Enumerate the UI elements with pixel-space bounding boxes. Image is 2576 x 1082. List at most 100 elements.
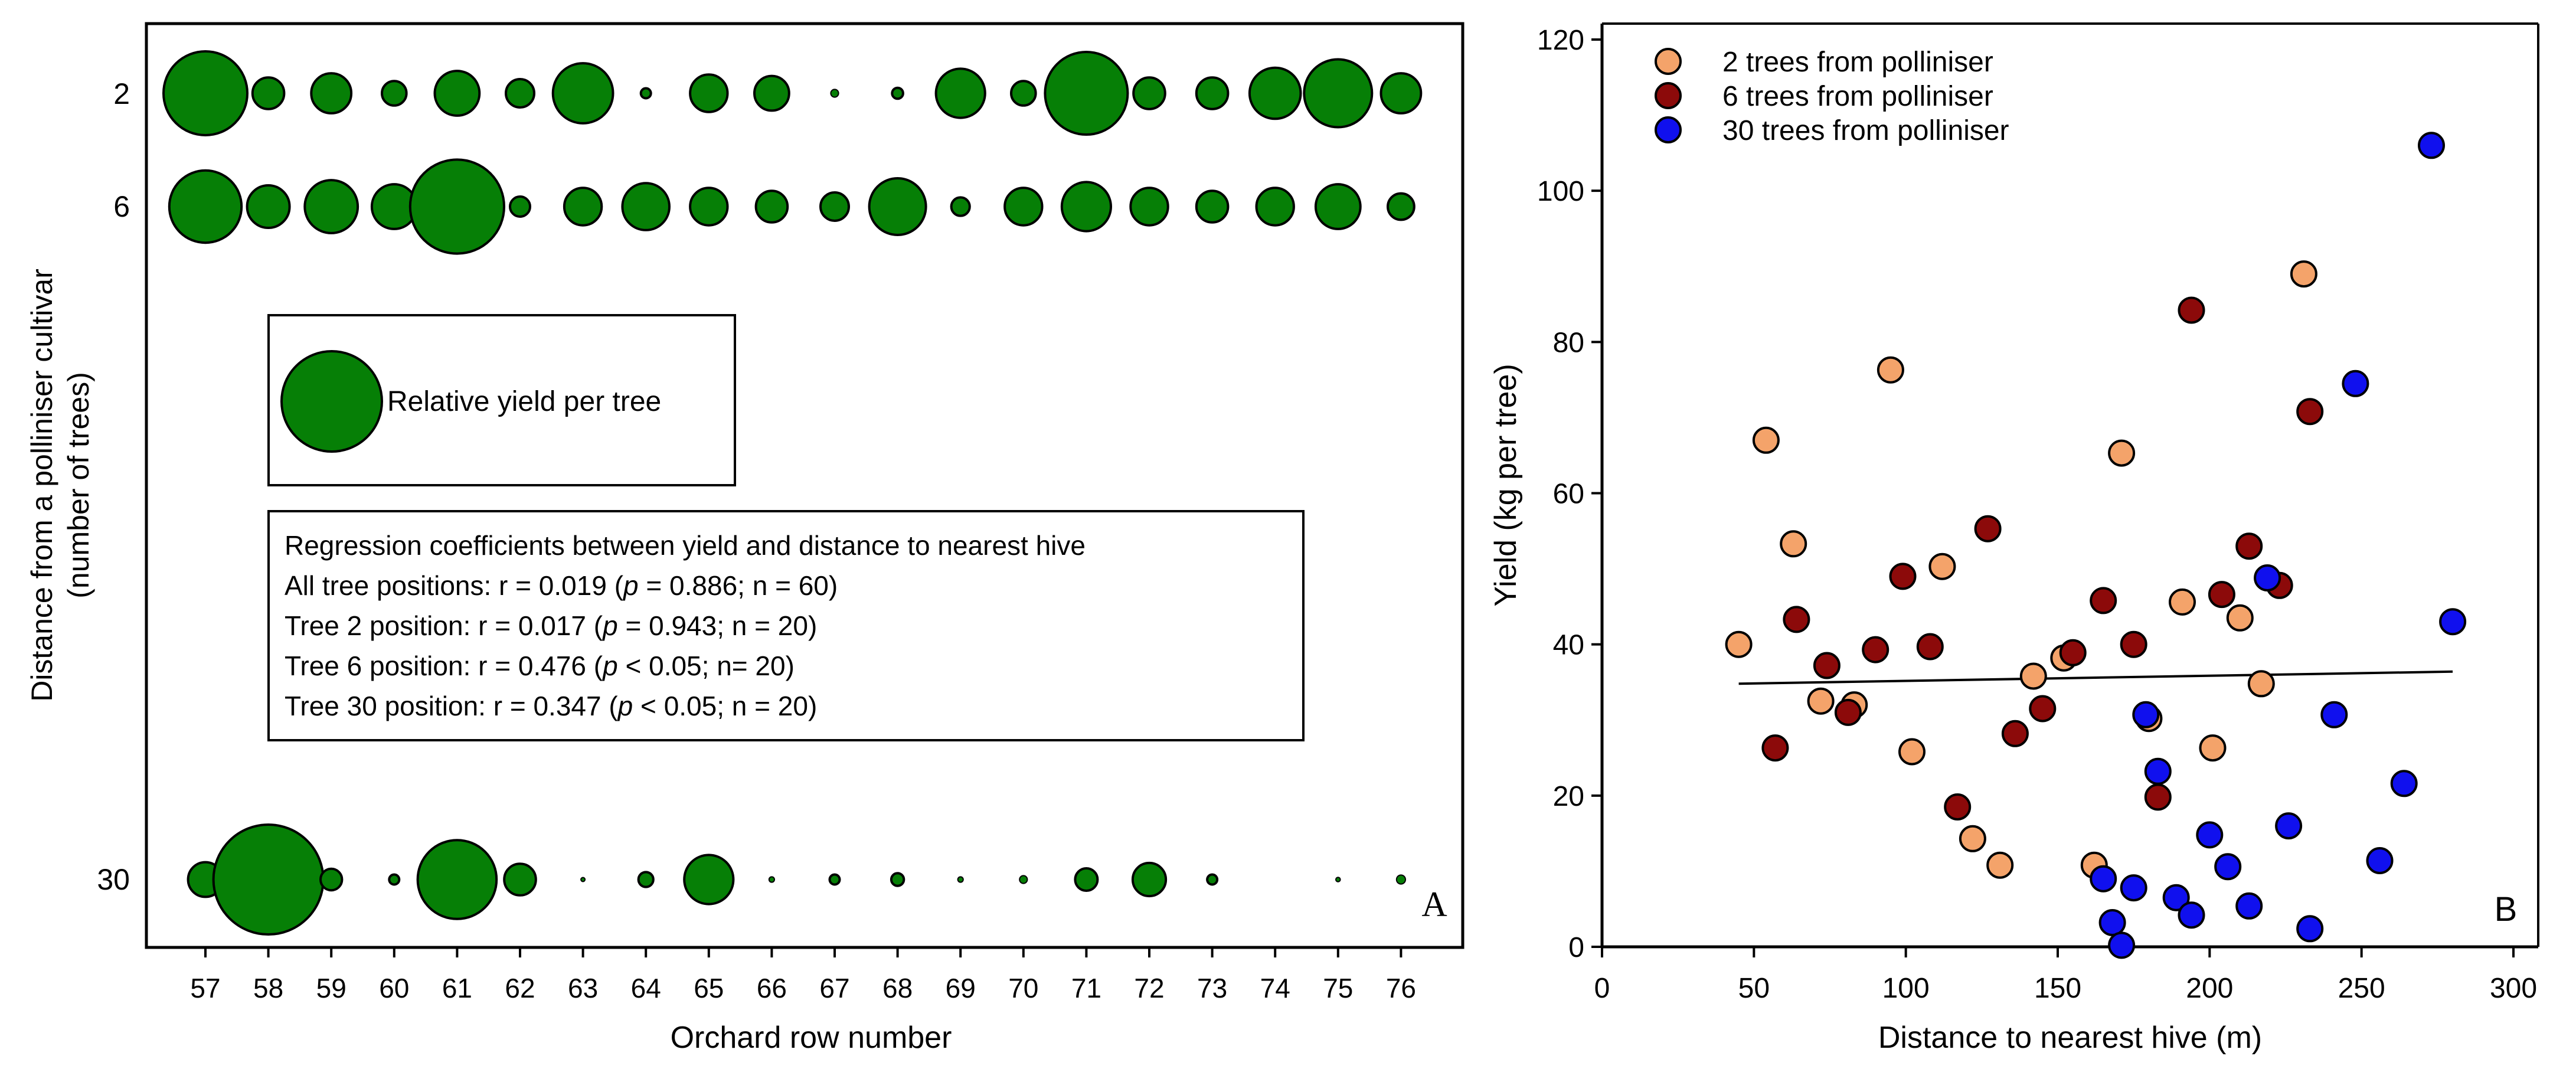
legend-label: Relative yield per tree	[387, 386, 661, 417]
point-series-0-5	[1877, 356, 1904, 384]
regression-line-1: All tree positions: r = 0.019 (p = 0.886…	[285, 570, 838, 601]
point-series-0-6	[1898, 738, 1926, 766]
bubble-row-30-col-68	[890, 872, 905, 887]
regression-line-3: Tree 6 position: r = 0.476 (p < 0.05; n=…	[285, 650, 795, 681]
panel-a-x-ticks: 57 58 59 60 61 62 63 64 65 66 67 68 69 70 71 72 73 74 75 76	[190, 947, 1416, 1003]
x-tick-label-64: 64	[631, 973, 661, 1003]
regression-line-1-pre: All tree positions: r = 0.019 (	[285, 570, 624, 601]
bubble-row-6-col-65	[689, 187, 729, 227]
regression-line-3-p: p	[601, 650, 618, 681]
bubble-row-6-col-72	[1129, 187, 1169, 227]
panel-a-legend: Relative yield per tree	[267, 314, 736, 486]
point-series-2-1	[2098, 909, 2126, 936]
bubble-row-30-col-71	[1074, 867, 1099, 892]
bubble-row-30-col-59	[319, 867, 344, 892]
x-tick-label-74: 74	[1260, 973, 1290, 1003]
bubble-row-6-col-76	[1387, 192, 1416, 221]
bubble-row-2-col-62	[505, 78, 535, 109]
x-tick-label-60: 60	[379, 973, 409, 1003]
bubble-row-2-col-67	[830, 89, 839, 98]
regression-line-3-post: < 0.05; n= 20)	[618, 650, 795, 681]
bubble-row-2-col-64	[639, 87, 652, 100]
regression-line-2-pre: Tree 2 position: r = 0.017 (	[285, 610, 603, 641]
panel-a-bubbles	[162, 50, 1423, 936]
point-series-1-7	[1944, 793, 1972, 821]
regression-line-2: Tree 2 position: r = 0.017 (p = 0.943; n…	[285, 610, 817, 641]
bubble-row-6-col-75	[1314, 183, 1362, 230]
bubble-row-2-col-74	[1248, 66, 1302, 120]
point-series-0-3	[1807, 687, 1835, 715]
point-series-1-2	[1813, 652, 1841, 679]
point-series-1-17	[2235, 532, 2263, 560]
b-x-tick-label-100: 100	[1882, 973, 1930, 1004]
bubble-row-6-col-71	[1060, 181, 1113, 233]
panel-a-x-title: Orchard row number	[671, 1021, 952, 1055]
bubble-row-30-col-61	[416, 839, 498, 920]
point-series-0-19	[2290, 260, 2317, 288]
point-series-1-4	[1862, 636, 1889, 663]
point-series-1-9	[2001, 720, 2029, 747]
bubble-row-30-col-60	[388, 873, 401, 886]
point-series-1-15	[2178, 296, 2205, 324]
regression-line-4-p: p	[617, 691, 633, 721]
x-tick-label-73: 73	[1197, 973, 1227, 1003]
b-y-tick-label-60: 60	[1553, 479, 1584, 510]
point-series-0-9	[1986, 851, 2014, 879]
x-tick-label-70: 70	[1008, 973, 1038, 1003]
bubble-row-6-col-70	[1003, 187, 1044, 227]
x-tick-label-59: 59	[316, 973, 346, 1003]
regression-line-4-post: < 0.05; n = 20)	[633, 691, 817, 721]
regression-trendline	[1738, 670, 2453, 685]
bubble-row-6-col-61	[408, 158, 506, 255]
point-series-1-12	[2090, 587, 2117, 614]
bubble-row-2-col-61	[433, 70, 481, 117]
point-series-0-0	[1725, 630, 1753, 658]
bubble-row-30-col-73	[1206, 873, 1219, 886]
point-series-1-13	[2120, 630, 2147, 658]
bubble-row-6-col-73	[1195, 189, 1230, 224]
point-series-2-13	[2296, 915, 2324, 943]
x-tick-label-65: 65	[694, 973, 724, 1003]
bubble-row-2-col-57	[162, 50, 249, 136]
b-x-tick-label-0: 0	[1594, 973, 1610, 1004]
point-series-2-2	[2108, 931, 2136, 959]
point-series-2-7	[2178, 901, 2205, 929]
point-series-1-11	[2059, 639, 2087, 666]
bubble-row-30-col-75	[1335, 877, 1341, 882]
regression-line-0: Regression coefficients between yield an…	[285, 530, 1086, 561]
panel-b-x-title: Distance to nearest hive (m)	[1878, 1021, 2262, 1055]
b-y-tick-label-0: 0	[1568, 932, 1584, 963]
b-y-tick-label-100: 100	[1537, 176, 1584, 207]
panel-b-scatter-chart: 0 50 100 150 200 250 300 0 20 40 60 80 100 120 2 tree…	[1489, 22, 2539, 1055]
x-tick-label-67: 67	[819, 973, 849, 1003]
regression-line-1-p: p	[622, 570, 639, 601]
point-series-0-18	[2247, 670, 2275, 698]
point-series-2-4	[2132, 701, 2160, 728]
bubble-row-30-col-69	[957, 876, 964, 883]
b-y-tick-label-40: 40	[1553, 630, 1584, 661]
x-tick-label-57: 57	[190, 973, 220, 1003]
bubble-row-6-col-68	[868, 177, 927, 236]
point-series-0-7	[1928, 553, 1956, 580]
row-label-6: 6	[113, 190, 130, 223]
bubble-row-2-col-65	[689, 73, 729, 113]
panel-b-points	[1725, 132, 2467, 959]
bubble-row-6-col-63	[563, 187, 603, 227]
bubble-row-6-col-58	[246, 184, 291, 229]
panel-a-letter: A	[1421, 885, 1447, 924]
bubble-row-30-col-67	[828, 873, 841, 886]
bubble-row-6-col-57	[168, 169, 243, 244]
point-series-0-8	[1959, 825, 1986, 852]
panel-a-y-title-line2: (number of trees)	[62, 372, 95, 598]
regression-line-2-p: p	[601, 610, 618, 641]
bubble-row-2-col-73	[1195, 76, 1230, 110]
point-series-1-8	[1974, 515, 2002, 542]
row-label-2: 2	[113, 77, 130, 110]
panel-b-letter: B	[2495, 890, 2518, 929]
x-tick-label-72: 72	[1134, 973, 1164, 1003]
b-x-tick-label-200: 200	[2186, 973, 2233, 1004]
point-series-0-10	[2019, 662, 2047, 690]
legend-bubble	[280, 350, 383, 453]
bubble-row-6-col-74	[1255, 187, 1295, 227]
